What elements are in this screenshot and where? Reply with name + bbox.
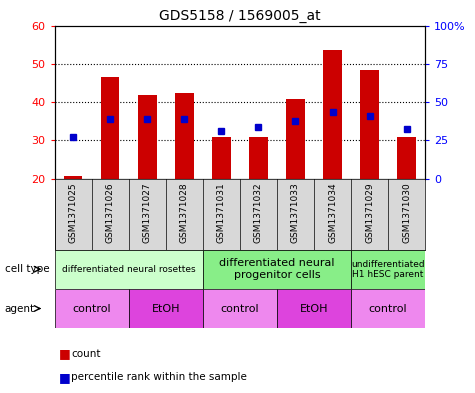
Text: GSM1371027: GSM1371027 [143,182,152,243]
Bar [249,137,267,179]
Bar [175,93,194,179]
Text: GSM1371032: GSM1371032 [254,182,263,243]
Text: percentile rank within the sample: percentile rank within the sample [71,372,247,382]
Text: GSM1371028: GSM1371028 [180,182,189,243]
Text: undifferentiated
H1 hESC parent: undifferentiated H1 hESC parent [352,259,425,279]
Text: control: control [369,303,408,314]
Bar [101,77,120,179]
Bar [286,99,305,179]
Text: GSM1371031: GSM1371031 [217,182,226,243]
Bar [203,250,351,289]
Text: cell type: cell type [5,264,49,274]
Text: EtOH: EtOH [152,303,180,314]
Bar [361,70,379,179]
Bar [397,137,416,179]
Text: EtOH: EtOH [300,303,328,314]
Text: GSM1371025: GSM1371025 [69,182,77,243]
Text: ■: ■ [59,347,71,360]
Text: GSM1371026: GSM1371026 [106,182,114,243]
Text: GSM1371033: GSM1371033 [291,182,300,243]
Title: GDS5158 / 1569005_at: GDS5158 / 1569005_at [159,9,321,23]
Bar [55,289,129,328]
Bar [277,289,351,328]
Text: GSM1371030: GSM1371030 [402,182,411,243]
Bar [64,176,83,179]
Text: count: count [71,349,101,359]
Bar [138,94,157,179]
Bar [212,137,231,179]
Bar [203,289,277,328]
Text: agent: agent [5,303,35,314]
Text: GSM1371029: GSM1371029 [365,182,374,243]
Text: GSM1371034: GSM1371034 [328,182,337,243]
Bar [351,250,425,289]
Text: differentiated neural
progenitor cells: differentiated neural progenitor cells [219,259,335,280]
Bar [55,250,203,289]
Text: ■: ■ [59,371,71,384]
Text: control: control [72,303,111,314]
Bar [351,289,425,328]
Bar [323,50,342,179]
Text: control: control [220,303,259,314]
Text: differentiated neural rosettes: differentiated neural rosettes [62,265,196,274]
Bar [129,289,203,328]
